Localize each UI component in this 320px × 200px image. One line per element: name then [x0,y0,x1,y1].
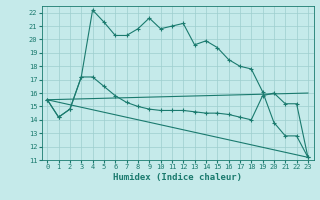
X-axis label: Humidex (Indice chaleur): Humidex (Indice chaleur) [113,173,242,182]
